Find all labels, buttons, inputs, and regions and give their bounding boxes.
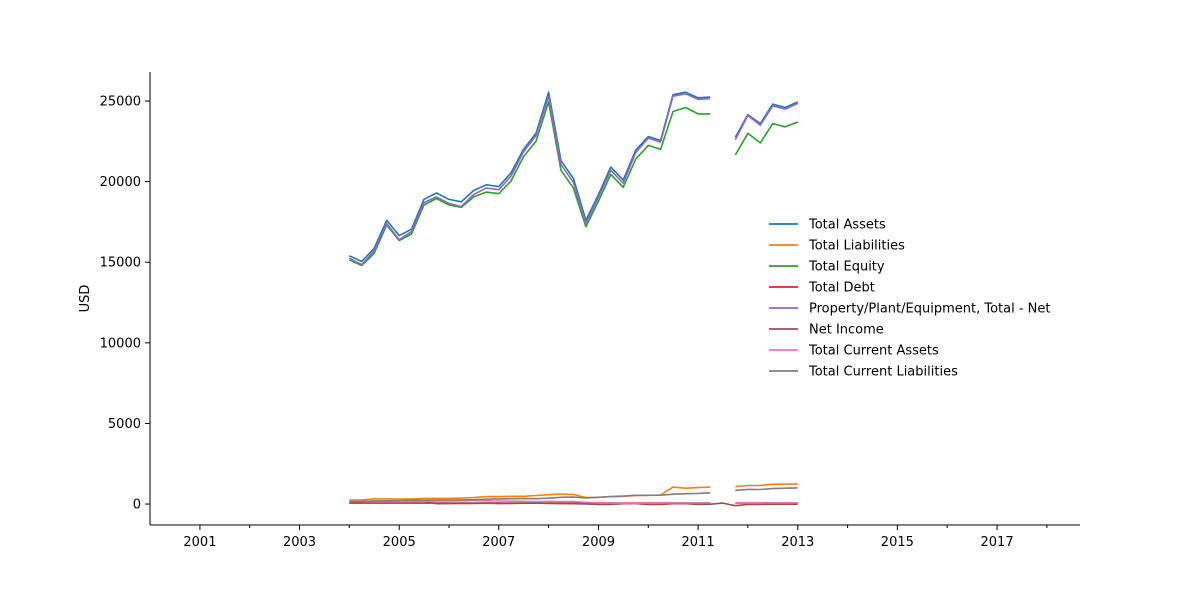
legend: Total Assets Total Liabilities Total Equit… <box>769 218 1051 380</box>
x-tick-label: 2009 <box>582 535 615 550</box>
series-line <box>735 487 798 492</box>
y-tick-label: 5000 <box>108 417 141 432</box>
legend-label: Total Liabilities <box>808 239 905 254</box>
legend-item: Total Debt <box>769 281 875 296</box>
x-tick-label: 2003 <box>283 535 316 550</box>
x-tick-label: 2013 <box>781 535 814 550</box>
series-4 <box>348 93 799 266</box>
series-line <box>348 93 711 266</box>
series-line <box>735 483 798 488</box>
legend-label: Total Debt <box>808 281 875 296</box>
series-line <box>734 102 799 141</box>
legend-item: Net Income <box>769 323 884 338</box>
series-line <box>734 121 799 156</box>
x-tick-label: 2011 <box>682 535 715 550</box>
legend-label: Total Current Liabilities <box>808 365 958 380</box>
legend-item: Total Equity <box>769 260 885 275</box>
legend-label: Net Income <box>809 323 884 338</box>
series-0 <box>348 91 799 263</box>
y-tick-label: 15000 <box>100 256 141 271</box>
series-line <box>348 91 711 263</box>
series-line <box>348 101 711 267</box>
legend-item: Total Current Liabilities <box>769 365 958 380</box>
legend-label: Total Equity <box>808 260 885 275</box>
series-lines <box>348 91 799 507</box>
series-line <box>349 492 711 503</box>
x-tick-label: 2007 <box>482 535 515 550</box>
legend-item: Property/Plant/Equipment, Total - Net <box>769 302 1051 317</box>
x-tick-label: 2017 <box>981 535 1014 550</box>
x-tick-label: 2001 <box>183 535 216 550</box>
y-axis-label: USD <box>78 285 93 313</box>
x-tick-label: 2005 <box>383 535 416 550</box>
y-tick-label: 20000 <box>100 175 141 190</box>
legend-label: Property/Plant/Equipment, Total - Net <box>809 302 1051 317</box>
series-6 <box>349 499 798 504</box>
y-tick-label: 10000 <box>100 336 141 351</box>
y-tick-label: 0 <box>133 498 141 513</box>
y-tick-label: 25000 <box>100 95 141 110</box>
legend-item: Total Assets <box>769 218 886 233</box>
series-2 <box>348 101 799 267</box>
axes: 2001 2003 2005 2007 2009 2011 2013 2015 2017 0 500… <box>100 72 1080 550</box>
legend-label: Total Assets <box>808 218 886 233</box>
series-7 <box>349 487 798 503</box>
series-line <box>349 499 711 504</box>
legend-item: Total Current Assets <box>769 344 939 359</box>
x-tick-label: 2015 <box>881 535 914 550</box>
legend-label: Total Current Assets <box>808 344 939 359</box>
legend-item: Total Liabilities <box>769 239 905 254</box>
